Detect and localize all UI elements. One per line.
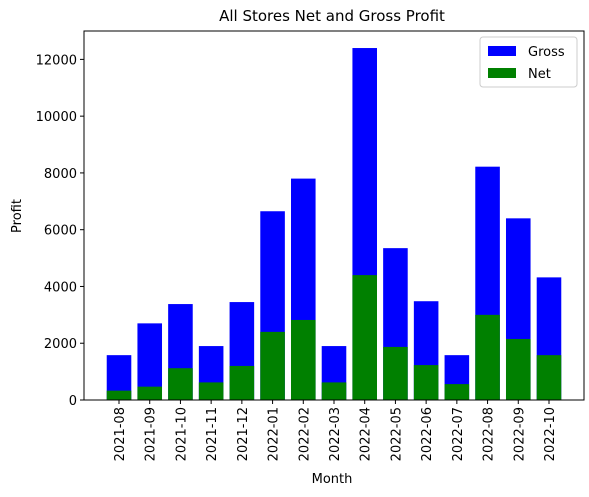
x-tick-label: 2022-03 <box>328 407 343 461</box>
x-tick-label: 2022-05 <box>389 407 404 461</box>
x-tick-label: 2022-10 <box>543 407 558 461</box>
x-tick-label: 2022-04 <box>359 407 374 461</box>
bar <box>168 368 193 400</box>
legend-label: Gross <box>528 45 565 60</box>
bar <box>413 365 439 400</box>
x-tick-label: 2022-01 <box>267 407 282 461</box>
x-tick-label: 2022-08 <box>482 407 497 461</box>
y-tick-label: 8000 <box>44 167 77 182</box>
x-tick-label: 2021-10 <box>174 407 189 461</box>
bar <box>137 386 163 400</box>
x-tick-label: 2021-12 <box>236 407 251 461</box>
x-tick-label: 2021-08 <box>113 407 128 461</box>
plot-frame <box>83 30 585 401</box>
chart-title: All Stores Net and Gross Profit <box>219 7 445 25</box>
x-tick-label: 2021-11 <box>205 407 220 461</box>
bar <box>352 275 377 400</box>
x-tick-label: 2022-07 <box>451 407 466 461</box>
x-axis-label: Month <box>312 472 353 487</box>
bar <box>198 382 224 400</box>
bar <box>444 384 470 400</box>
bar <box>321 382 347 400</box>
y-axis-label: Profit <box>10 199 25 233</box>
x-tick-label: 2022-02 <box>297 407 312 461</box>
bar <box>383 346 408 400</box>
y-tick-label: 4000 <box>44 280 77 295</box>
bar <box>536 355 562 400</box>
legend-swatch <box>488 68 516 78</box>
bar <box>106 390 132 400</box>
bar <box>291 319 316 400</box>
x-tick-label: 2021-09 <box>144 407 159 461</box>
legend-swatch <box>488 46 516 56</box>
legend-label: Net <box>528 67 551 82</box>
y-tick-label: 0 <box>69 394 77 409</box>
y-tick-label: 2000 <box>44 337 77 352</box>
x-tick-label: 2022-09 <box>512 407 527 461</box>
x-tick-label: 2022-06 <box>420 407 435 461</box>
y-tick-label: 6000 <box>44 224 77 239</box>
bar <box>505 338 531 400</box>
bar <box>260 331 285 400</box>
y-tick-label: 12000 <box>36 53 77 68</box>
y-tick-label: 10000 <box>36 110 77 125</box>
bar <box>229 365 255 400</box>
bar <box>475 314 500 400</box>
